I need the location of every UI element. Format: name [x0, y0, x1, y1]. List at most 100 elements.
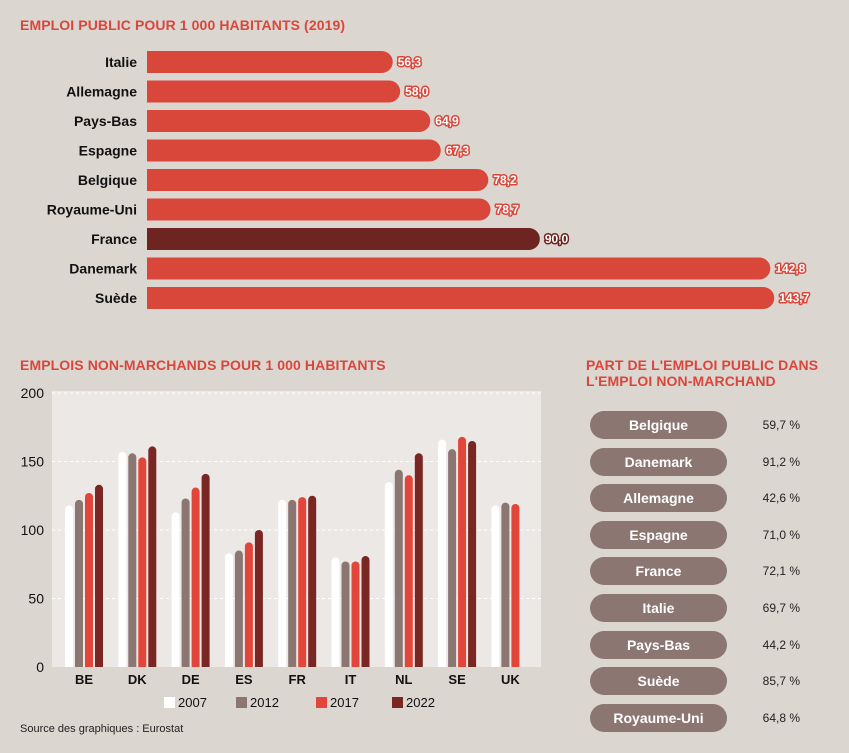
x-tick-label: SE [448, 672, 466, 687]
percent-value: 72,1 % [762, 564, 800, 579]
bar-2022 [201, 473, 210, 667]
percent-value: 91,2 % [762, 454, 800, 469]
percent-value: 64,8 % [762, 710, 800, 725]
bar-2017 [191, 487, 200, 667]
country-pill: Royaume-Uni [590, 703, 727, 732]
value-label: 90,0 [545, 232, 569, 246]
y-tick-label: 150 [21, 454, 45, 470]
country-pill: Italie [590, 594, 727, 622]
bar-2012 [501, 502, 510, 667]
category-label: Espagne [79, 143, 138, 159]
legend-label: 2007 [178, 695, 207, 710]
country-pill: Espagne [590, 520, 727, 549]
percent-value: 42,6 % [762, 491, 800, 506]
category-label: Pays-Bas [74, 113, 137, 129]
category-label: France [91, 231, 137, 247]
bar-2007 [65, 505, 73, 667]
value-label: 56,3 [398, 55, 422, 69]
value-label: 58,0 [405, 85, 429, 99]
bar-2007 [491, 505, 500, 667]
bar-2017 [244, 542, 253, 667]
bar-2022 [148, 446, 157, 667]
bar-2007 [224, 553, 233, 667]
bar-2007 [384, 482, 393, 667]
country-pill: Allemagne [590, 484, 727, 513]
bar [147, 110, 431, 132]
bar [147, 198, 491, 221]
legend-swatch [164, 697, 175, 708]
legend-label: 2022 [406, 695, 435, 710]
bar-2022 [308, 495, 317, 667]
bar-2007 [278, 499, 287, 667]
category-label: Suède [95, 290, 137, 306]
bar-2017 [138, 457, 147, 667]
x-tick-label: UK [501, 672, 520, 687]
country-pill: Pays-Bas [590, 630, 727, 659]
legend-label: 2017 [330, 695, 359, 710]
bar-2012 [75, 499, 83, 667]
bar-2007 [331, 557, 340, 667]
bar-2007 [438, 439, 447, 667]
bar-2022 [254, 530, 263, 667]
y-tick-label: 200 [21, 385, 45, 401]
bar [147, 287, 775, 309]
category-label: Allemagne [66, 84, 137, 100]
x-tick-label: DK [128, 672, 147, 687]
x-tick-label: DE [182, 672, 200, 687]
bar-2012 [181, 498, 190, 667]
bar-2012 [341, 561, 350, 667]
value-label: 142,8 [775, 262, 805, 276]
country-pill: Danemark [590, 447, 727, 476]
x-tick-label: ES [235, 672, 253, 687]
bar-2017 [404, 475, 413, 667]
bar [147, 169, 489, 191]
legend-swatch [236, 697, 247, 708]
bar-2012 [288, 499, 297, 667]
value-label: 64,9 [435, 114, 459, 128]
legend-label: 2012 [250, 695, 279, 710]
percent-value: 71,0 % [762, 527, 800, 542]
bar [147, 80, 401, 103]
bar-2017 [298, 497, 307, 667]
y-tick-label: 0 [36, 659, 44, 675]
percent-value: 69,7 % [762, 601, 800, 615]
bar-2012 [448, 449, 457, 667]
bar-2022 [95, 484, 103, 667]
x-tick-label: NL [395, 672, 412, 687]
bar [147, 228, 540, 250]
x-tick-label: FR [289, 672, 307, 687]
legend-swatch [392, 697, 403, 708]
table-title: PART DE L'EMPLOI PUBLIC DANS L'EMPLOI NO… [586, 357, 819, 389]
value-label: 78,7 [496, 203, 520, 217]
bar-2007 [118, 451, 127, 667]
bar-2017 [85, 493, 93, 667]
value-label: 78,2 [493, 173, 517, 187]
y-tick-label: 50 [28, 591, 44, 607]
category-label: Royaume-Uni [47, 202, 137, 218]
percent-value: 59,7 % [762, 418, 800, 432]
source-note: Source des graphiques : Eurostat [20, 723, 184, 735]
chart1-title: EMPLOI PUBLIC POUR 1 000 HABITANTS (2019… [20, 17, 346, 33]
category-label: Italie [105, 54, 137, 70]
bar [147, 257, 771, 280]
country-pill: Suède [590, 667, 727, 696]
x-tick-label: IT [345, 672, 357, 687]
bar-2017 [511, 503, 520, 667]
percent-value: 85,7 % [762, 674, 800, 689]
bar-2022 [468, 440, 477, 667]
bar-2012 [128, 453, 137, 667]
value-label: 143,7 [779, 291, 809, 305]
category-label: Danemark [69, 261, 137, 277]
bar [147, 51, 393, 73]
bar-2012 [394, 469, 403, 667]
y-tick-label: 100 [21, 522, 45, 538]
bar-2017 [458, 436, 467, 667]
legend-swatch [316, 697, 327, 708]
bar-2012 [234, 550, 243, 667]
country-pill: France [590, 557, 727, 586]
bar-2007 [171, 512, 180, 667]
value-label: 67,3 [446, 144, 470, 158]
country-pill: Belgique [590, 411, 727, 439]
